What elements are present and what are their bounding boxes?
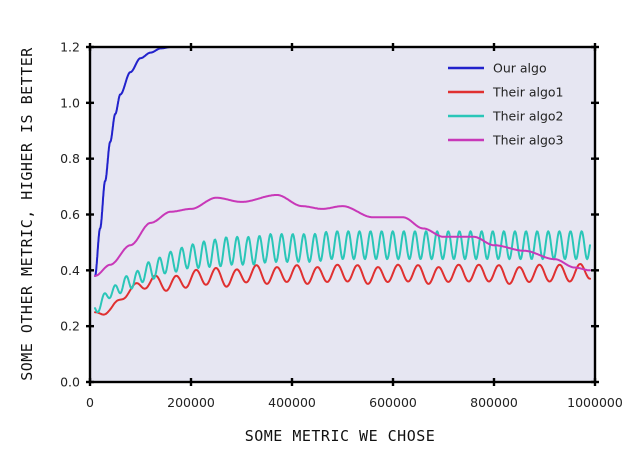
x-tick-label: 600000: [369, 395, 417, 410]
x-tick-label: 0: [86, 395, 94, 410]
x-axis-ticks: 0 200000 400000 600000 800000 1000000: [86, 43, 623, 410]
x-tick-label: 200000: [167, 395, 215, 410]
y-tick-label: 0.0: [60, 375, 80, 390]
y-axis-ticks: 0.0 0.2 0.4 0.6 0.8 1.0 1.2: [60, 40, 599, 390]
plot-area: [90, 47, 595, 382]
x-axis-label: SOME METRIC WE CHOSE: [245, 427, 436, 445]
y-axis-label: SOME OTHER METRIC, HIGHER IS BETTER: [18, 47, 36, 381]
series-line: [94, 263, 591, 316]
series-line: [94, 230, 591, 314]
y-tick-label: 0.2: [60, 319, 80, 334]
y-tick-label: 0.6: [60, 207, 80, 222]
y-tick-label: 0.8: [60, 151, 80, 166]
legend: Our algo Their algo1 Their algo2 Their algo…: [448, 61, 564, 148]
series-layer: [94, 46, 591, 316]
x-tick-label: 1000000: [567, 395, 623, 410]
y-tick-label: 1.2: [60, 40, 80, 55]
legend-label: Their algo3: [492, 133, 564, 148]
y-tick-label: 1.0: [60, 95, 80, 110]
legend-label: Their algo2: [492, 109, 564, 124]
x-tick-label: 800000: [470, 395, 518, 410]
x-tick-label: 400000: [268, 395, 316, 410]
legend-label: Our algo: [493, 61, 547, 76]
series-line: [94, 194, 591, 277]
y-tick-label: 0.4: [60, 263, 80, 278]
legend-label: Their algo1: [492, 85, 564, 100]
